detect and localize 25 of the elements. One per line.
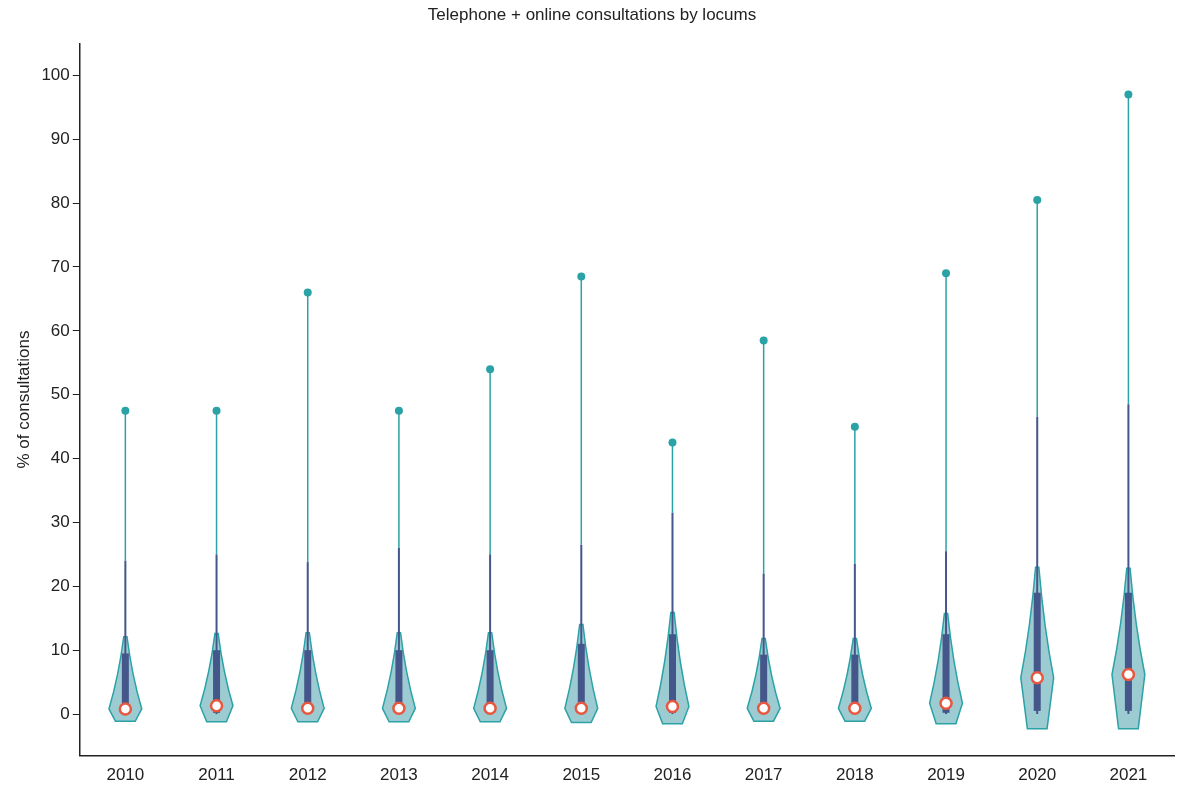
x-tick-label: 2021 — [1109, 765, 1148, 785]
y-tick-label: 20 — [50, 576, 70, 596]
x-tick-label: 2014 — [471, 765, 510, 785]
x-tick-label: 2011 — [198, 765, 235, 785]
x-tick-label: 2012 — [288, 765, 327, 785]
y-tick-label: 100 — [41, 65, 70, 85]
x-tick-label: 2018 — [835, 765, 874, 785]
x-tick-label: 2013 — [380, 765, 418, 785]
x-tick-label: 2016 — [653, 765, 692, 785]
x-tick-label: 2010 — [106, 765, 145, 785]
y-tick-label: 10 — [50, 639, 70, 659]
x-tick-label: 2020 — [1018, 765, 1057, 785]
y-axis-title: % of consultations — [13, 330, 33, 469]
y-tick-label: 0 — [60, 703, 70, 723]
y-tick-label: 30 — [50, 512, 70, 532]
x-tick-label: 2017 — [744, 765, 783, 785]
y-tick-label: 90 — [50, 128, 70, 148]
x-tick-label: 2015 — [562, 765, 601, 785]
y-tick-label: 40 — [50, 448, 70, 468]
y-tick-label: 80 — [50, 192, 70, 212]
x-tick-label: 2019 — [927, 765, 965, 785]
y-tick-label: 60 — [50, 320, 70, 340]
chart-title: Telephone + online consultations by locums — [427, 4, 757, 24]
y-tick-label: 70 — [50, 256, 70, 276]
y-tick-label: 50 — [50, 384, 70, 404]
